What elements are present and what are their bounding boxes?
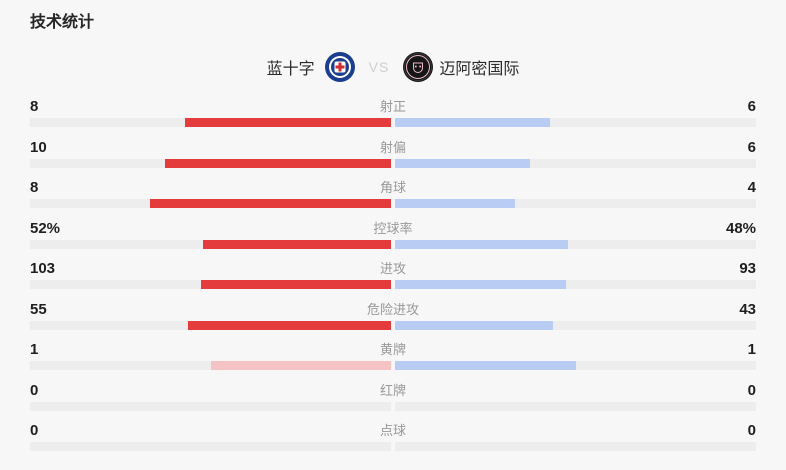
away-bar-fill bbox=[395, 158, 531, 168]
stat-label: 红牌 bbox=[380, 382, 407, 398]
away-bar-fill bbox=[395, 199, 516, 208]
away-team-logo-icon bbox=[403, 52, 434, 82]
stat-bar bbox=[30, 361, 756, 370]
away-bar-fill bbox=[395, 118, 550, 127]
stat-label: 角球 bbox=[380, 180, 407, 195]
stat-bar bbox=[30, 239, 756, 249]
away-bar-track bbox=[395, 239, 756, 249]
away-bar-track bbox=[395, 199, 756, 208]
away-bar-track bbox=[395, 158, 756, 168]
vs-label: VS bbox=[368, 59, 390, 75]
stat-label: 控球率 bbox=[373, 220, 413, 236]
stat-text-line: 8 角球 4 bbox=[30, 177, 757, 196]
home-bar-fill bbox=[188, 320, 391, 330]
home-bar-fill bbox=[210, 361, 391, 370]
stat-bar bbox=[30, 280, 756, 289]
home-stat-value: 8 bbox=[30, 179, 39, 196]
stat-bar bbox=[30, 118, 756, 127]
stat-bar bbox=[30, 199, 756, 208]
away-bar-track bbox=[395, 401, 756, 411]
home-bar-track bbox=[30, 239, 391, 249]
home-stat-value: 55 bbox=[30, 300, 47, 318]
away-stat-value: 93 bbox=[739, 260, 757, 277]
home-bar-track bbox=[30, 280, 391, 289]
home-stat-value: 1 bbox=[30, 341, 39, 358]
away-stat-value: 48% bbox=[725, 219, 757, 237]
home-stat-value: 103 bbox=[30, 260, 56, 277]
stat-text-line: 8 射正 6 bbox=[30, 96, 757, 115]
stat-label: 点球 bbox=[380, 423, 407, 438]
stat-label: 进攻 bbox=[380, 261, 407, 276]
stat-row: 0 红牌 0 bbox=[0, 380, 786, 411]
home-stat-value: 8 bbox=[30, 98, 39, 115]
stat-bar bbox=[30, 320, 756, 330]
home-bar-track bbox=[30, 320, 391, 330]
home-stat-value: 0 bbox=[30, 381, 39, 399]
away-stat-value: 6 bbox=[747, 98, 757, 115]
stat-label: 射正 bbox=[380, 99, 407, 114]
home-bar-track bbox=[30, 442, 391, 451]
away-stat-value: 0 bbox=[747, 381, 757, 399]
home-stat-value: 10 bbox=[30, 138, 47, 156]
stat-row: 8 角球 4 bbox=[0, 177, 786, 208]
away-stat-value: 4 bbox=[747, 179, 757, 196]
stat-row: 52% 控球率 48% bbox=[0, 218, 786, 249]
stat-text-line: 55 危险进攻 43 bbox=[30, 299, 757, 318]
home-bar-track bbox=[30, 118, 391, 127]
stat-text-line: 0 点球 0 bbox=[30, 420, 757, 439]
away-stat-value: 1 bbox=[747, 341, 757, 358]
stats-list: 8 射正 6 10 射偏 6 8 角球 4 52% 控球率 48% 103 进攻 93 55 危险进攻 43 1 黄牌… bbox=[0, 96, 786, 451]
home-bar-track bbox=[30, 361, 391, 370]
stat-row: 103 进攻 93 bbox=[0, 258, 786, 289]
away-stat-value: 43 bbox=[739, 300, 757, 318]
home-bar-fill bbox=[203, 239, 391, 249]
away-bar-track bbox=[395, 320, 756, 330]
away-bar-track bbox=[395, 280, 756, 289]
home-bar-fill bbox=[201, 280, 391, 289]
stat-row: 55 危险进攻 43 bbox=[0, 299, 786, 330]
away-stat-value: 0 bbox=[747, 422, 757, 439]
home-team-name: 蓝十字 bbox=[266, 61, 315, 78]
stat-bar bbox=[30, 442, 756, 451]
away-bar-track bbox=[395, 361, 756, 370]
stat-row: 1 黄牌 1 bbox=[0, 339, 786, 370]
stat-row: 10 射偏 6 bbox=[0, 137, 786, 168]
stat-text-line: 10 射偏 6 bbox=[30, 137, 757, 156]
matchup-header: 蓝十字 VS 迈阿密国际 bbox=[0, 52, 786, 82]
home-bar-fill bbox=[150, 199, 391, 208]
home-bar-track bbox=[30, 199, 391, 208]
home-bar-track bbox=[30, 158, 391, 168]
home-team-logo-icon bbox=[324, 52, 355, 82]
away-bar-fill bbox=[395, 361, 576, 370]
away-stat-value: 6 bbox=[747, 138, 757, 156]
stat-bar bbox=[30, 401, 756, 411]
away-team-name: 迈阿密国际 bbox=[439, 61, 520, 78]
home-bar-fill bbox=[184, 118, 391, 127]
stat-label: 黄牌 bbox=[380, 342, 407, 357]
home-stat-value: 52% bbox=[30, 219, 61, 237]
away-bar-fill bbox=[395, 320, 554, 330]
home-bar-fill bbox=[165, 158, 391, 168]
away-bar-fill bbox=[395, 280, 567, 289]
home-bar-track bbox=[30, 401, 391, 411]
stat-text-line: 1 黄牌 1 bbox=[30, 339, 757, 358]
home-stat-value: 0 bbox=[30, 422, 39, 439]
stat-text-line: 52% 控球率 48% bbox=[30, 218, 757, 237]
stat-text-line: 0 红牌 0 bbox=[30, 380, 757, 399]
stat-label: 射偏 bbox=[380, 139, 407, 155]
page-title: 技术统计 bbox=[30, 14, 95, 31]
stat-row: 8 射正 6 bbox=[0, 96, 786, 127]
away-bar-fill bbox=[395, 239, 569, 249]
stat-label: 危险进攻 bbox=[367, 301, 420, 317]
stat-bar bbox=[30, 158, 756, 168]
stat-row: 0 点球 0 bbox=[0, 420, 786, 451]
stat-text-line: 103 进攻 93 bbox=[30, 258, 757, 277]
away-bar-track bbox=[395, 442, 756, 451]
away-bar-track bbox=[395, 118, 756, 127]
